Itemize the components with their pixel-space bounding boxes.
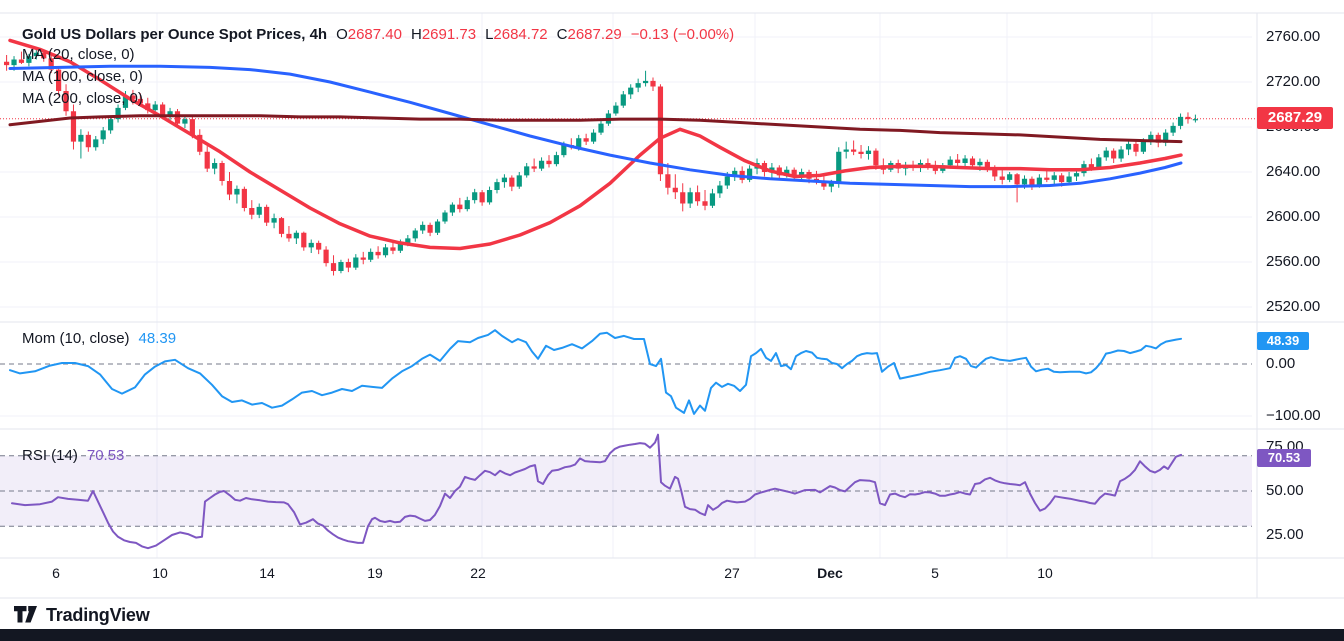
momentum-value-badge: 48.39: [1257, 332, 1309, 350]
bottom-bar: [0, 629, 1344, 641]
time-tick-dec: Dec: [817, 565, 843, 581]
tradingview-logo-text: TradingView: [46, 605, 150, 625]
price-tick-2760: 2760.00: [1266, 28, 1321, 45]
last-price-badge: 2687.29: [1257, 107, 1333, 129]
mom-tick-n100: −100.00: [1266, 407, 1321, 424]
time-tick-5: 5: [931, 565, 939, 581]
rsi-tick-50: 50.00: [1266, 482, 1304, 499]
ma100-legend-row[interactable]: MA (100, close, 0): [22, 68, 143, 85]
ma200-label: MA (200, close, 0): [22, 90, 143, 107]
ohlc-low: L2684.72: [485, 26, 548, 43]
momentum-label: Mom (10, close): [22, 330, 130, 347]
time-tick-27: 27: [724, 565, 740, 581]
price-tick-2600: 2600.00: [1266, 208, 1321, 225]
ohlc-high: H2691.73: [410, 26, 477, 43]
ma20-label: MA (20, close, 0): [22, 46, 135, 63]
tradingview-logo-icon: [14, 605, 37, 622]
momentum-value: 48.39: [138, 330, 177, 347]
momentum-legend-row[interactable]: Mom (10, close) 48.39: [22, 330, 176, 347]
symbol-legend-row[interactable]: Gold US Dollars per Ounce Spot Prices, 4…: [22, 26, 734, 43]
ma20-legend-row[interactable]: MA (20, close, 0): [22, 46, 135, 63]
price-tick-2560: 2560.00: [1266, 253, 1321, 270]
time-tick-10b: 10: [1037, 565, 1053, 581]
ma200-legend-row[interactable]: MA (200, close, 0): [22, 90, 143, 107]
mom-tick-0: 0.00: [1266, 355, 1296, 372]
rsi-legend-row[interactable]: RSI (14) 70.53: [22, 447, 124, 464]
rsi-label: RSI (14): [22, 447, 78, 464]
rsi-value: 70.53: [86, 447, 125, 464]
time-tick-22: 22: [470, 565, 486, 581]
time-tick-14: 14: [259, 565, 275, 581]
time-tick-10: 10: [152, 565, 168, 581]
time-tick-19: 19: [367, 565, 383, 581]
symbol-title: Gold US Dollars per Ounce Spot Prices, 4…: [22, 26, 328, 43]
time-tick-6: 6: [52, 565, 60, 581]
tradingview-logo[interactable]: TradingView: [14, 605, 150, 626]
rsi-value-badge: 70.53: [1257, 449, 1311, 467]
ohlc-open: O2687.40: [336, 26, 402, 43]
ohlc-close: C2687.29: [556, 26, 622, 43]
price-tick-2720: 2720.00: [1266, 73, 1321, 90]
price-tick-2520: 2520.00: [1266, 298, 1321, 315]
price-change: −0.13 (−0.00%): [630, 26, 735, 43]
ma100-label: MA (100, close, 0): [22, 68, 143, 85]
rsi-tick-25: 25.00: [1266, 526, 1304, 543]
price-tick-2640: 2640.00: [1266, 163, 1321, 180]
